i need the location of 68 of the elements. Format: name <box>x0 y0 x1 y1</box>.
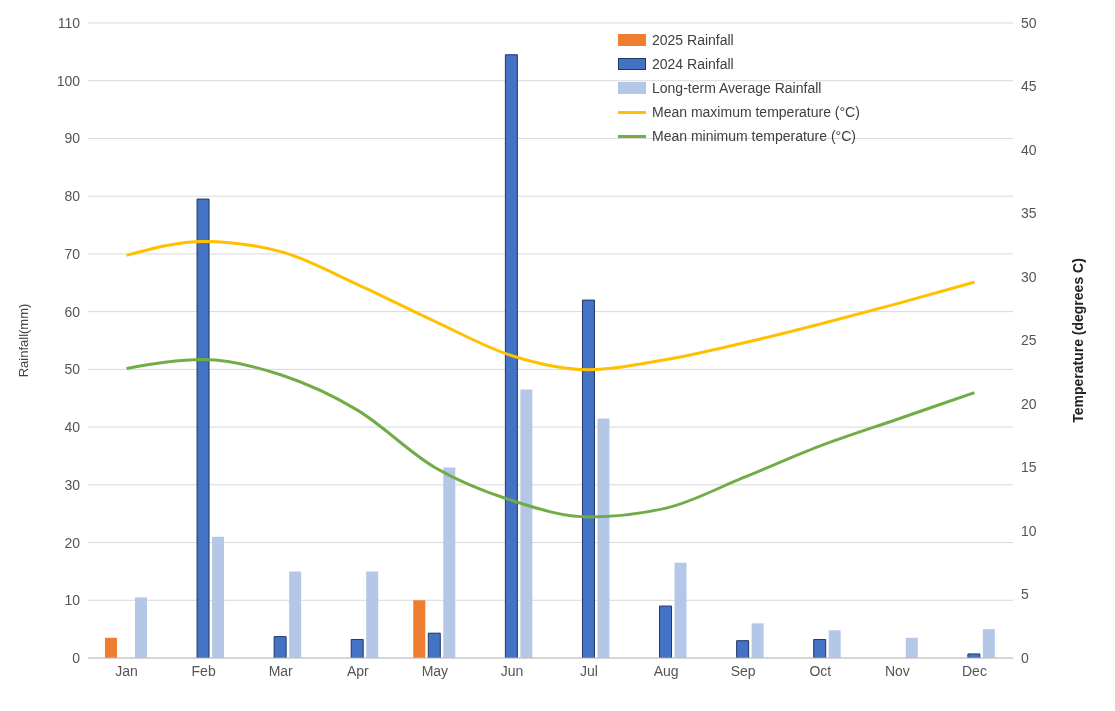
legend-label: Long-term Average Rainfall <box>652 79 822 98</box>
bar <box>905 637 918 658</box>
bar <box>982 629 995 658</box>
bar <box>597 418 610 658</box>
y-tick-label: 30 <box>64 476 81 493</box>
y2-tick-label: 50 <box>1021 14 1037 31</box>
x-tick-label: Feb <box>191 662 216 679</box>
x-tick-label: Aug <box>653 662 679 679</box>
x-tick-label: Dec <box>962 662 987 679</box>
bar <box>196 198 210 658</box>
x-tick-label: Oct <box>809 662 832 679</box>
legend-label: 2024 Rainfall <box>652 55 734 74</box>
y2-tick-label: 35 <box>1021 205 1037 222</box>
bar <box>289 571 302 658</box>
y2-tick-label: 5 <box>1021 586 1029 603</box>
x-tick-label: May <box>421 662 449 679</box>
y-tick-label: 40 <box>64 419 81 436</box>
x-tick-label: Apr <box>346 662 370 679</box>
x-tick-label: Mar <box>268 662 294 679</box>
y-tick-label: 50 <box>64 361 81 378</box>
y-tick-label: 60 <box>64 303 81 320</box>
y-tick-label: 90 <box>64 130 81 147</box>
bar <box>674 562 687 658</box>
y2-tick-label: 15 <box>1021 459 1037 476</box>
x-tick-label: Jul <box>580 662 598 679</box>
y-tick-label: 0 <box>72 649 81 666</box>
y2-tick-label: 25 <box>1021 332 1037 349</box>
bar <box>813 639 827 658</box>
y-tick-label: 20 <box>64 534 81 551</box>
legend-label: 2025 Rainfall <box>652 31 734 50</box>
bar <box>134 597 147 658</box>
y2-tick-label: 45 <box>1021 78 1037 95</box>
y-axis-title: Rainfall(mm) <box>15 303 31 378</box>
line-series <box>125 239 976 372</box>
bar <box>736 640 750 658</box>
bar <box>828 630 841 658</box>
x-tick-label: Jun <box>500 662 524 679</box>
bar <box>659 605 673 658</box>
bar <box>504 54 518 658</box>
line-series <box>125 358 976 519</box>
bar <box>520 389 533 658</box>
y-tick-label: 110 <box>57 14 81 31</box>
y2-axis-title: Temperature (degrees C) <box>1069 258 1086 423</box>
x-tick-label: Sep <box>730 662 756 679</box>
legend-label: Mean minimum temperature (°C) <box>652 127 856 146</box>
y2-tick-label: 30 <box>1021 268 1037 285</box>
bar <box>273 636 287 658</box>
bar <box>967 653 981 658</box>
y2-tick-label: 0 <box>1021 649 1029 666</box>
y-tick-label: 70 <box>64 245 81 262</box>
bar <box>104 637 117 658</box>
bar <box>427 632 441 658</box>
x-tick-label: Nov <box>884 662 910 679</box>
y-tick-label: 80 <box>64 188 81 205</box>
bar <box>581 299 595 658</box>
y-tick-label: 10 <box>64 592 81 609</box>
bar <box>212 536 225 658</box>
y2-tick-label: 10 <box>1021 522 1037 539</box>
legend-label: Mean maximum temperature (°C) <box>652 103 860 122</box>
y-tick-label: 100 <box>56 72 81 89</box>
y2-tick-label: 20 <box>1021 395 1037 412</box>
bar <box>751 623 764 658</box>
bar <box>366 571 379 658</box>
y2-tick-label: 40 <box>1021 141 1037 158</box>
x-tick-label: Jan <box>115 662 138 679</box>
bar <box>350 639 364 658</box>
bar <box>413 600 426 658</box>
bar <box>443 467 456 658</box>
